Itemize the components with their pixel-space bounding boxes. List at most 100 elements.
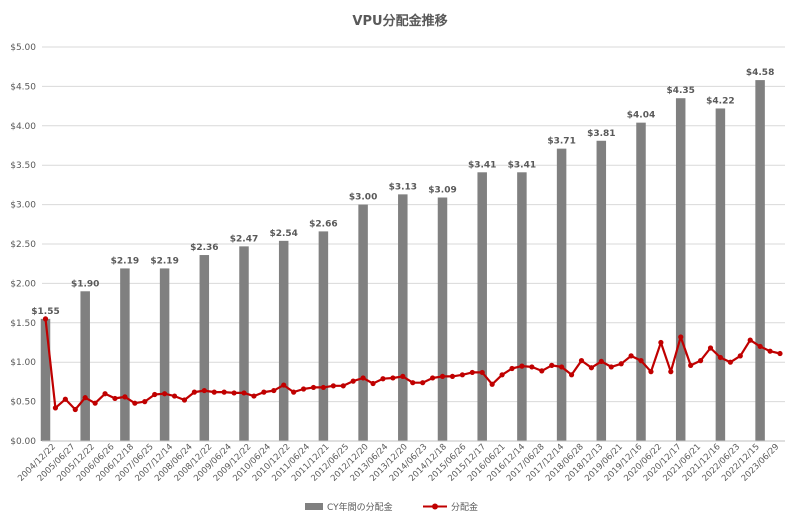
- distribution-point: [588, 365, 595, 371]
- distribution-point: [52, 405, 59, 411]
- distribution-point: [42, 316, 49, 322]
- distribution-point: [578, 358, 585, 364]
- bar: [398, 194, 408, 441]
- distribution-point: [310, 384, 317, 391]
- y-tick-label: $2.50: [10, 240, 36, 250]
- distribution-point: [370, 380, 376, 387]
- distribution-point: [430, 375, 436, 381]
- bar: [636, 122, 646, 441]
- bar: [358, 204, 368, 441]
- bar-value-label: $2.36: [190, 243, 218, 253]
- y-tick-label: $2.00: [10, 279, 36, 289]
- distribution-point: [737, 353, 743, 359]
- bar: [437, 197, 448, 441]
- distribution-point: [568, 372, 575, 378]
- distribution-point: [132, 400, 138, 406]
- distribution-point: [211, 389, 217, 395]
- distribution-point: [201, 387, 207, 394]
- bar-value-label: $4.22: [706, 96, 734, 106]
- bar: [477, 172, 487, 442]
- bar: [755, 80, 765, 441]
- distribution-point: [330, 383, 336, 389]
- distribution-point: [618, 361, 624, 367]
- distribution-point: [529, 364, 535, 370]
- legend-line-marker: [432, 503, 438, 510]
- distribution-point: [281, 382, 287, 388]
- bar: [239, 246, 249, 441]
- chart-title: VPU分配金推移: [352, 13, 447, 29]
- bar: [159, 268, 170, 441]
- distribution-point: [449, 373, 456, 379]
- bar-value-label: $2.47: [230, 234, 258, 244]
- distribution-point: [62, 396, 68, 402]
- distribution-point: [82, 395, 88, 401]
- bar-series: [40, 80, 765, 442]
- distribution-point: [489, 381, 495, 387]
- bar-value-label: $3.41: [508, 160, 536, 170]
- distribution-point: [191, 389, 197, 395]
- distribution-point: [688, 362, 694, 368]
- distribution-point: [549, 362, 555, 368]
- distribution-point: [598, 358, 604, 365]
- bar: [715, 108, 726, 442]
- distribution-point: [767, 348, 773, 354]
- bar: [596, 140, 607, 441]
- distribution-point: [658, 339, 664, 346]
- bar-value-label: $1.90: [71, 279, 99, 289]
- bar-value-label: $4.35: [666, 86, 694, 96]
- distribution-point: [400, 373, 406, 379]
- distribution-point: [221, 389, 227, 395]
- distribution-point: [271, 387, 277, 394]
- y-tick-label: $4.50: [10, 82, 36, 92]
- distribution-point: [727, 359, 733, 365]
- bar-data-labels: $1.55 $1.90 $2.19 $2.19 $2.36 $2.47 $2.54 $2.66…: [31, 68, 774, 317]
- distribution-point: [469, 369, 475, 376]
- bar-value-label: $1.55: [31, 307, 59, 317]
- distribution-point: [350, 378, 356, 384]
- legend-bar-swatch: [305, 503, 323, 510]
- distribution-point: [707, 345, 714, 351]
- distribution-point: [340, 383, 346, 389]
- distribution-point: [291, 389, 297, 395]
- y-tick-label: $5.00: [10, 43, 36, 53]
- distribution-point: [697, 358, 704, 364]
- bar-value-label: $4.58: [746, 68, 774, 78]
- distribution-point: [747, 337, 753, 343]
- bar: [199, 255, 210, 441]
- distribution-point: [171, 393, 178, 399]
- y-tick-label: $3.50: [10, 161, 36, 171]
- bar-value-label: $3.81: [587, 129, 615, 139]
- distribution-point: [410, 380, 416, 386]
- bar-value-label: $3.41: [468, 160, 496, 170]
- distribution-point: [251, 393, 257, 399]
- y-tick-label: $1.50: [10, 319, 36, 329]
- y-tick-label: $3.00: [10, 201, 36, 211]
- y-tick-label: $4.00: [10, 122, 36, 132]
- distribution-point: [122, 394, 128, 400]
- distribution-point: [628, 353, 634, 359]
- bar-value-label: $3.13: [389, 182, 417, 192]
- distribution-point: [241, 390, 247, 396]
- distribution-point: [181, 397, 188, 403]
- distribution-point: [479, 369, 485, 376]
- distribution-point: [519, 363, 525, 369]
- y-tick-label: $0.00: [10, 437, 36, 447]
- distribution-point: [509, 365, 515, 372]
- distribution-point: [92, 400, 98, 406]
- bar: [120, 268, 130, 441]
- bar: [80, 291, 90, 441]
- bar: [556, 148, 567, 442]
- legend: CY年間の分配金 分配金: [305, 501, 478, 513]
- distribution-point: [142, 399, 148, 405]
- x-axis: 2004/12/222005/06/272005/12/222006/06/26…: [16, 440, 785, 484]
- distribution-point: [162, 391, 168, 397]
- distribution-point: [380, 376, 386, 382]
- bar-value-label: $3.71: [547, 137, 575, 147]
- bar: [675, 98, 686, 441]
- distribution-point: [320, 384, 327, 391]
- bar: [278, 240, 289, 441]
- distribution-point: [112, 395, 118, 402]
- distribution-point: [261, 389, 267, 395]
- bar-value-label: $2.19: [150, 256, 178, 266]
